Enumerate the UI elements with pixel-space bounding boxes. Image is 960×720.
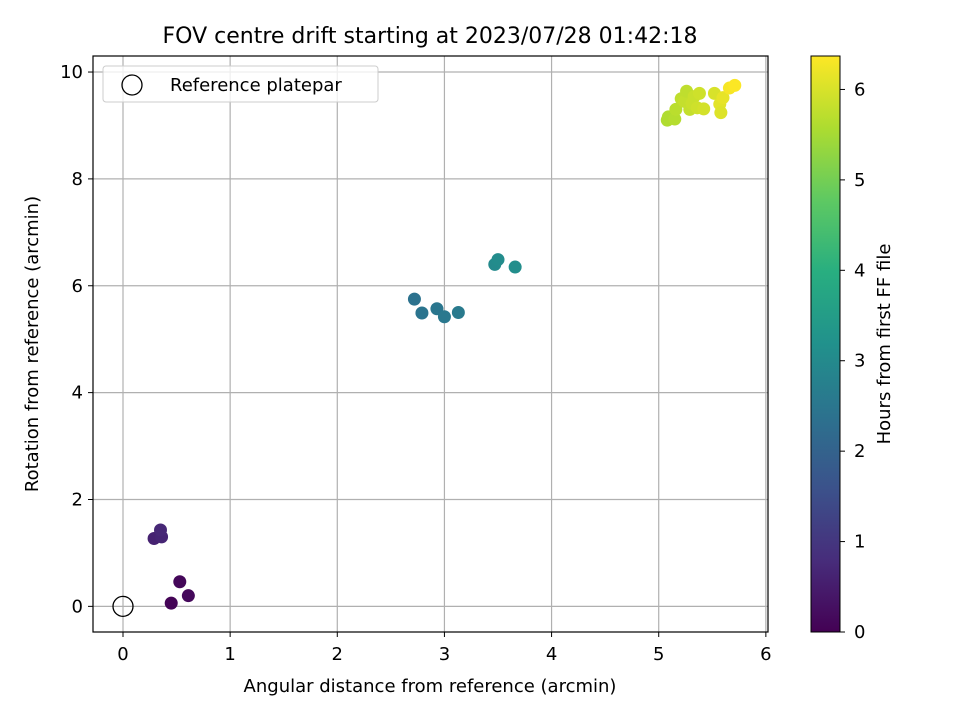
colorbar-tick-label: 4 <box>854 260 865 281</box>
scatter-point <box>437 310 451 324</box>
y-tick-label: 0 <box>72 596 83 617</box>
legend-label: Reference platepar <box>170 75 342 96</box>
y-tick-label: 10 <box>60 62 83 83</box>
plot-frame <box>92 55 769 633</box>
reference-marker-group <box>112 595 134 618</box>
scatter-point <box>154 523 167 537</box>
scatter-point <box>451 305 465 319</box>
y-tick-label: 4 <box>72 383 83 404</box>
scatter-point <box>669 102 683 116</box>
scatter-point <box>697 102 711 116</box>
y-axis-ticks: 0 2 4 6 8 10 <box>60 62 93 617</box>
colorbar-label: Hours from first FF file <box>874 244 895 445</box>
scatter-point <box>181 589 195 603</box>
colorbar: 0 1 2 3 4 5 6 Hours from first FF file <box>810 55 895 643</box>
scatter-point <box>164 596 178 610</box>
y-tick-label: 6 <box>72 276 83 297</box>
x-tick-label: 5 <box>653 644 664 665</box>
colorbar-ticks: 0 1 2 3 4 5 6 <box>840 79 865 643</box>
scatter-point <box>716 91 730 105</box>
colorbar-tick-label: 5 <box>854 170 865 191</box>
x-tick-label: 1 <box>224 644 235 665</box>
scatter-point <box>692 86 706 100</box>
scatter-point <box>173 575 187 589</box>
legend: Reference platepar <box>102 65 379 103</box>
scatter-point <box>415 306 429 320</box>
scatter-point <box>491 253 505 267</box>
x-axis-label: Angular distance from reference (arcmin) <box>244 676 617 697</box>
scatter-point <box>668 112 682 126</box>
scatter-point <box>728 78 742 92</box>
y-tick-label: 2 <box>72 489 83 510</box>
colorbar-tick-label: 3 <box>854 351 865 372</box>
x-tick-label: 0 <box>117 644 128 665</box>
colorbar-tick-label: 2 <box>854 441 865 462</box>
colorbar-gradient <box>810 55 841 633</box>
reference-platepar-marker <box>112 595 134 618</box>
colorbar-tick-label: 6 <box>854 79 865 100</box>
x-tick-label: 2 <box>332 644 343 665</box>
x-tick-label: 3 <box>439 644 450 665</box>
legend-box <box>102 65 379 103</box>
data-points <box>147 78 742 610</box>
legend-marker-icon <box>121 74 143 96</box>
x-tick-label: 4 <box>546 644 557 665</box>
scatter-point <box>508 260 522 274</box>
scatter-point <box>714 106 728 120</box>
x-axis-ticks: 0 1 2 3 4 5 6 <box>117 632 772 665</box>
chart-title: FOV centre drift starting at 2023/07/28 … <box>163 24 698 49</box>
colorbar-tick-label: 1 <box>854 532 865 553</box>
y-tick-label: 8 <box>72 169 83 190</box>
y-axis-label: Rotation from reference (arcmin) <box>22 196 43 492</box>
colorbar-tick-label: 0 <box>854 622 865 643</box>
grid-lines <box>93 56 768 632</box>
x-tick-label: 6 <box>760 644 771 665</box>
scatter-point <box>407 292 421 306</box>
